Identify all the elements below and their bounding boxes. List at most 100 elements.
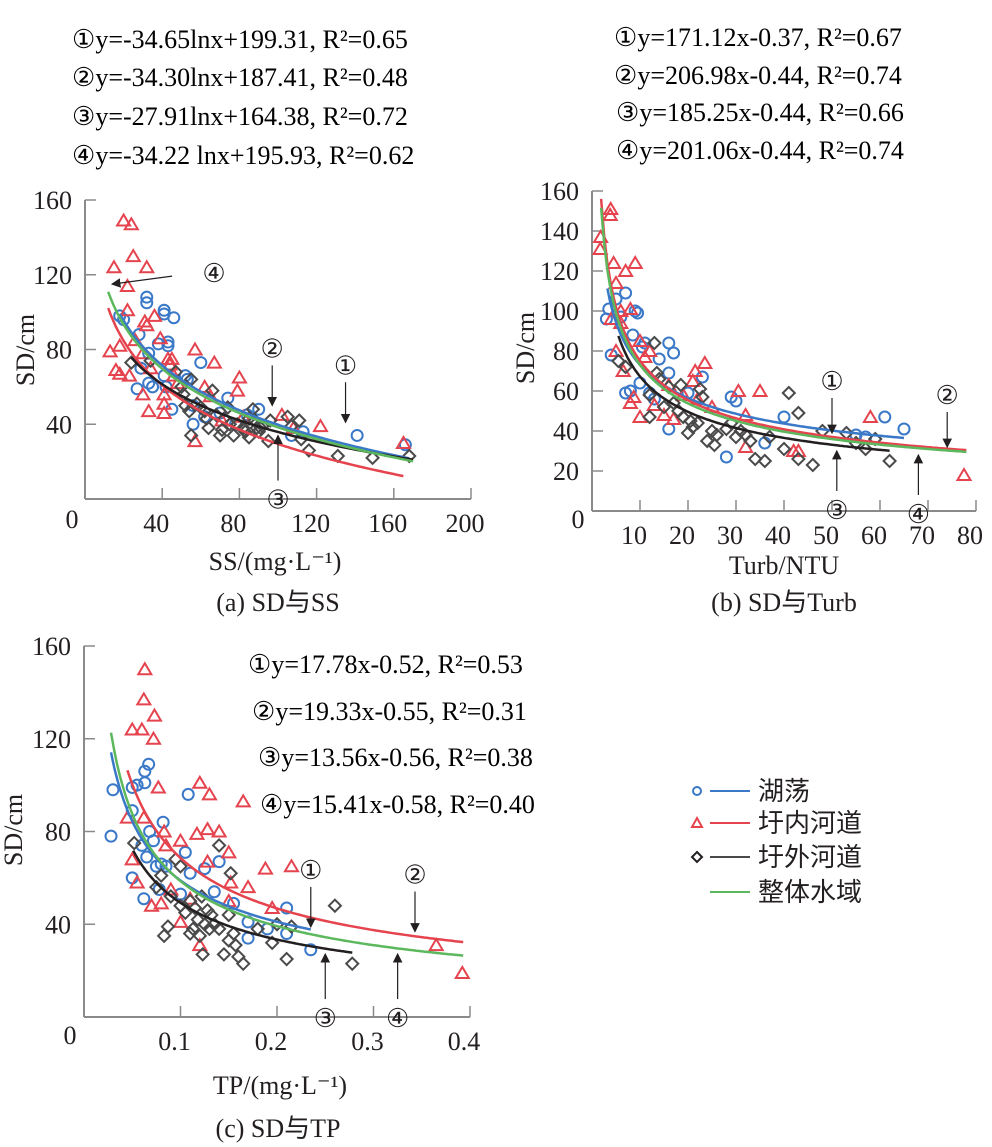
annotation-label: ④ (386, 1004, 409, 1033)
equation-c-2: ②y=19.33x-0.55, R²=0.31 (252, 697, 527, 726)
point-outer-river (173, 858, 188, 874)
point-lake (662, 336, 676, 350)
xlabel-b: Turb/NTU (729, 551, 840, 580)
point-outer-river (646, 335, 662, 351)
equation-b-2: ②y=206.98x-0.44, R²=0.74 (614, 61, 902, 90)
equation-a-4: ④y=-34.22 lnx+195.93, R²=0.62 (72, 141, 414, 170)
x-tick-label: 80 (220, 509, 246, 538)
point-lake (146, 834, 160, 848)
equation-a-2: ②y=-34.30lnx+187.41, R²=0.48 (72, 63, 408, 92)
y-tick-label: 40 (46, 410, 72, 439)
point-lake (878, 410, 892, 424)
point-inner-river (655, 407, 673, 421)
annotation-arrow (110, 275, 173, 288)
point-inner-river (605, 255, 622, 269)
point-inner-river (143, 897, 160, 912)
fit-curve-整体水域 (109, 732, 464, 957)
point-lake (104, 829, 118, 843)
point-outer-river (882, 453, 898, 469)
point-outer-river (757, 453, 773, 469)
point-outer-river (264, 935, 280, 951)
legend-label-inner-river: 圩内河道 (758, 809, 862, 839)
point-inner-river (140, 403, 157, 418)
equation-c-3: ③y=13.56x-0.56, R²=0.38 (258, 743, 533, 772)
point-inner-river (124, 248, 142, 263)
x-tick-label: 0.1 (158, 1027, 191, 1056)
legend-label-outer-river: 圩外河道 (758, 843, 862, 873)
point-lake (212, 855, 226, 869)
origin-tick-label: 0 (66, 505, 79, 534)
legend-item-lake: 湖荡 (692, 777, 810, 807)
point-outer-river (177, 905, 193, 921)
equation-a-1: ①y=-34.65lnx+199.31, R²=0.65 (72, 25, 408, 54)
point-lake (137, 892, 151, 906)
point-outer-river (685, 419, 701, 435)
point-lake (138, 764, 152, 778)
point-lake (652, 352, 666, 366)
fit-curve-圩内河道 (599, 198, 967, 452)
point-inner-river (188, 825, 206, 840)
x-tick-label: 0.2 (255, 1027, 288, 1056)
point-outer-river (190, 912, 206, 928)
panel-c: 40 80 120 160 0 0.1 0.2 0.3 0.4 ① ② ③ ④ (32, 632, 480, 1056)
fit-curve-整体水域 (107, 291, 414, 463)
point-inner-river (121, 367, 138, 382)
point-outer-river (291, 413, 307, 428)
legend-label-whole: 整体水域 (758, 878, 862, 908)
point-inner-river (111, 365, 128, 380)
point-outer-river (401, 448, 417, 464)
equations-a: ①y=-34.65lnx+199.31, R²=0.65 ②y=-34.30ln… (72, 25, 414, 170)
legend-marker-diamond (690, 850, 704, 864)
point-outer-river (344, 956, 360, 972)
fit-curve-圩内河道 (126, 769, 464, 944)
point-inner-river (145, 730, 162, 745)
point-inner-river (283, 858, 300, 873)
legend-label-lake: 湖荡 (758, 777, 810, 807)
point-lake (628, 304, 642, 318)
point-inner-river (239, 879, 257, 894)
point-inner-river (454, 964, 471, 979)
equation-b-4: ④y=201.06x-0.44, R²=0.74 (616, 136, 904, 165)
point-outer-river (709, 427, 725, 443)
point-inner-river (210, 823, 228, 838)
point-lake (662, 422, 676, 436)
ylabel-a: SD/cm (11, 314, 40, 386)
point-outer-river (675, 409, 691, 425)
y-tick-label: 40 (45, 910, 71, 939)
point-lake (280, 901, 294, 915)
point-inner-river (222, 874, 239, 889)
point-lake (221, 391, 235, 405)
point-outer-river (212, 428, 228, 443)
point-outer-river (692, 381, 708, 397)
caption-b: (b) SD与Turb (711, 588, 857, 617)
point-inner-river (201, 786, 218, 801)
point-inner-river (163, 350, 181, 365)
point-lake (142, 376, 156, 390)
point-outer-river (262, 413, 278, 428)
point-outer-river (805, 457, 821, 473)
point-lake (638, 336, 652, 350)
y-tick-label: 140 (540, 217, 579, 246)
point-outer-river (181, 403, 197, 419)
point-inner-river (119, 277, 136, 292)
point-inner-river (199, 821, 216, 836)
annotation-label: ② (936, 381, 959, 410)
point-outer-river (235, 420, 251, 436)
equation-a-3: ③y=-27.91lnx+164.38, R²=0.72 (72, 102, 408, 131)
point-outer-river (656, 399, 672, 415)
legend: 湖荡 圩内河道 圩外河道 整体水域 (690, 777, 862, 908)
point-outer-river (230, 949, 246, 965)
y-tick-label: 120 (32, 725, 71, 754)
annotation-label: ③ (825, 496, 848, 525)
point-lake (350, 428, 364, 442)
point-inner-river (206, 354, 223, 369)
x-tick-label: 70 (909, 521, 935, 550)
point-outer-river (126, 835, 142, 851)
point-outer-river (183, 428, 199, 443)
origin-tick-label: 0 (572, 505, 585, 534)
point-outer-river (618, 359, 634, 375)
caption-c: (c) SD与TP (216, 1114, 341, 1143)
point-outer-river (202, 921, 217, 937)
point-inner-river (133, 721, 151, 736)
